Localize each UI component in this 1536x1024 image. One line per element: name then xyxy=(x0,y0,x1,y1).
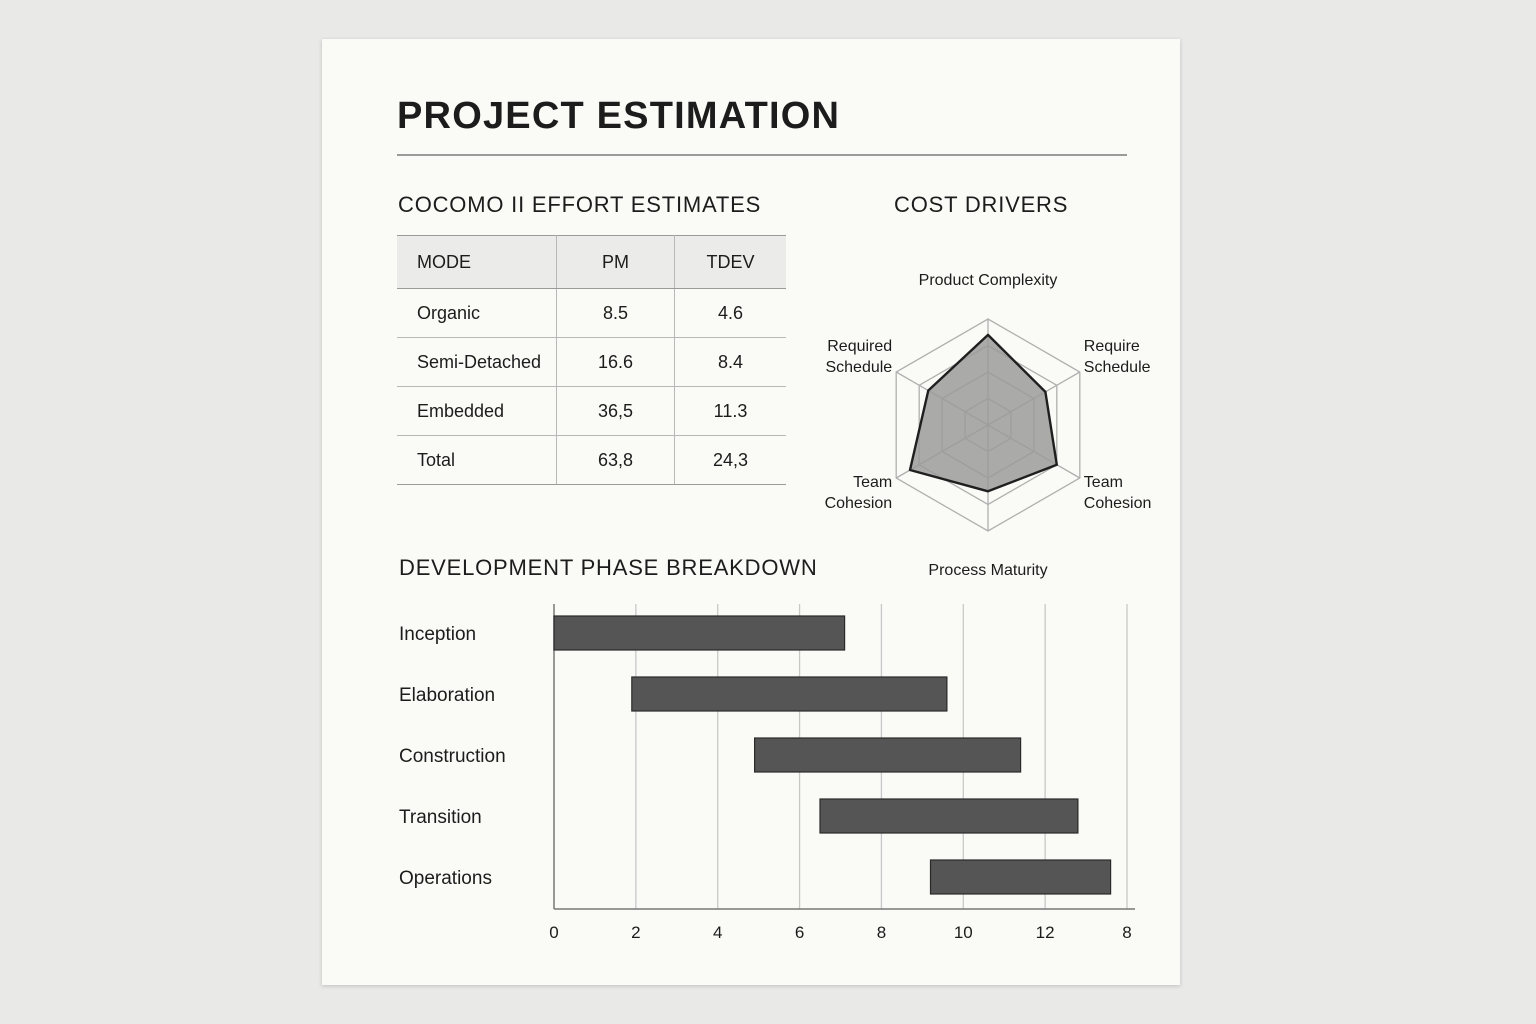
cost-drivers-title: COST DRIVERS xyxy=(894,192,1069,217)
radar-axis-label: Process Maturity xyxy=(928,562,1047,579)
table-row: Semi-Detached 16.6 8.4 xyxy=(397,337,786,387)
radar-series-polygon xyxy=(908,333,1058,493)
x-tick-label: 2 xyxy=(631,923,640,942)
table-header-row: MODE PM TDEV xyxy=(397,235,786,289)
radar-axis-label: Team Cohesion xyxy=(825,474,893,512)
header-mode: MODE xyxy=(397,235,557,289)
x-tick-label: 12 xyxy=(1036,923,1055,942)
phase-bar xyxy=(819,798,1079,834)
cell-tdev: 4.6 xyxy=(674,288,786,338)
cell-tdev: 24,3 xyxy=(674,435,786,485)
x-tick-label: 4 xyxy=(713,923,722,942)
header-pm: PM xyxy=(556,235,675,289)
cell-mode: Semi-Detached xyxy=(397,337,557,387)
x-tick-label: 10 xyxy=(954,923,973,942)
cell-mode: Organic xyxy=(397,288,557,338)
phase-bar xyxy=(929,859,1112,895)
phase-breakdown-chart: 0 2 4 6 8 10 12 8 Inception Elaboration Constructi… xyxy=(399,604,1135,942)
phase-label: Construction xyxy=(399,746,506,767)
cost-drivers-radar-chart: Product Complexity Require Schedule Team Coh… xyxy=(825,272,1152,579)
report-sheet: PROJECT ESTIMATION COCOMO II EFFORT ESTI… xyxy=(322,39,1180,985)
radar-axis-label: Require Schedule xyxy=(1084,338,1151,376)
phase-label: Transition xyxy=(399,807,482,828)
table-row: Embedded 36,5 11.3 xyxy=(397,386,786,436)
x-tick-label: 8 xyxy=(1122,923,1131,942)
cell-pm: 36,5 xyxy=(556,386,675,436)
radar-axis-label: Team Cohesion xyxy=(1084,474,1152,512)
cell-tdev: 11.3 xyxy=(674,386,786,436)
cocomo-title: COCOMO II EFFORT ESTIMATES xyxy=(398,192,762,217)
page-title: PROJECT ESTIMATION xyxy=(397,95,841,137)
x-tick-label: 6 xyxy=(795,923,804,942)
cell-mode: Total xyxy=(397,435,557,485)
phase-label: Inception xyxy=(399,624,476,645)
title-divider xyxy=(397,154,1127,156)
cell-pm: 16.6 xyxy=(556,337,675,387)
table-row: Total 63,8 24,3 xyxy=(397,435,786,485)
effort-table: MODE PM TDEV Organic 8.5 4.6 Semi-Detach… xyxy=(397,235,786,485)
x-tick-label: 8 xyxy=(877,923,886,942)
x-tick-label: 0 xyxy=(549,923,558,942)
phase-bar xyxy=(553,615,846,651)
cell-pm: 63,8 xyxy=(556,435,675,485)
radar-axis-label: Required Schedule xyxy=(825,338,892,376)
phase-label: Elaboration xyxy=(399,685,495,706)
cell-mode: Embedded xyxy=(397,386,557,436)
radar-axis-label: Product Complexity xyxy=(919,272,1058,289)
table-row: Organic 8.5 4.6 xyxy=(397,288,786,338)
header-tdev: TDEV xyxy=(674,235,786,289)
cell-tdev: 8.4 xyxy=(674,337,786,387)
cell-pm: 8.5 xyxy=(556,288,675,338)
phase-label: Operations xyxy=(399,868,492,889)
phase-bar xyxy=(754,737,1022,773)
phase-breakdown-title: DEVELOPMENT PHASE BREAKDOWN xyxy=(399,555,818,580)
phase-bar xyxy=(631,676,948,712)
